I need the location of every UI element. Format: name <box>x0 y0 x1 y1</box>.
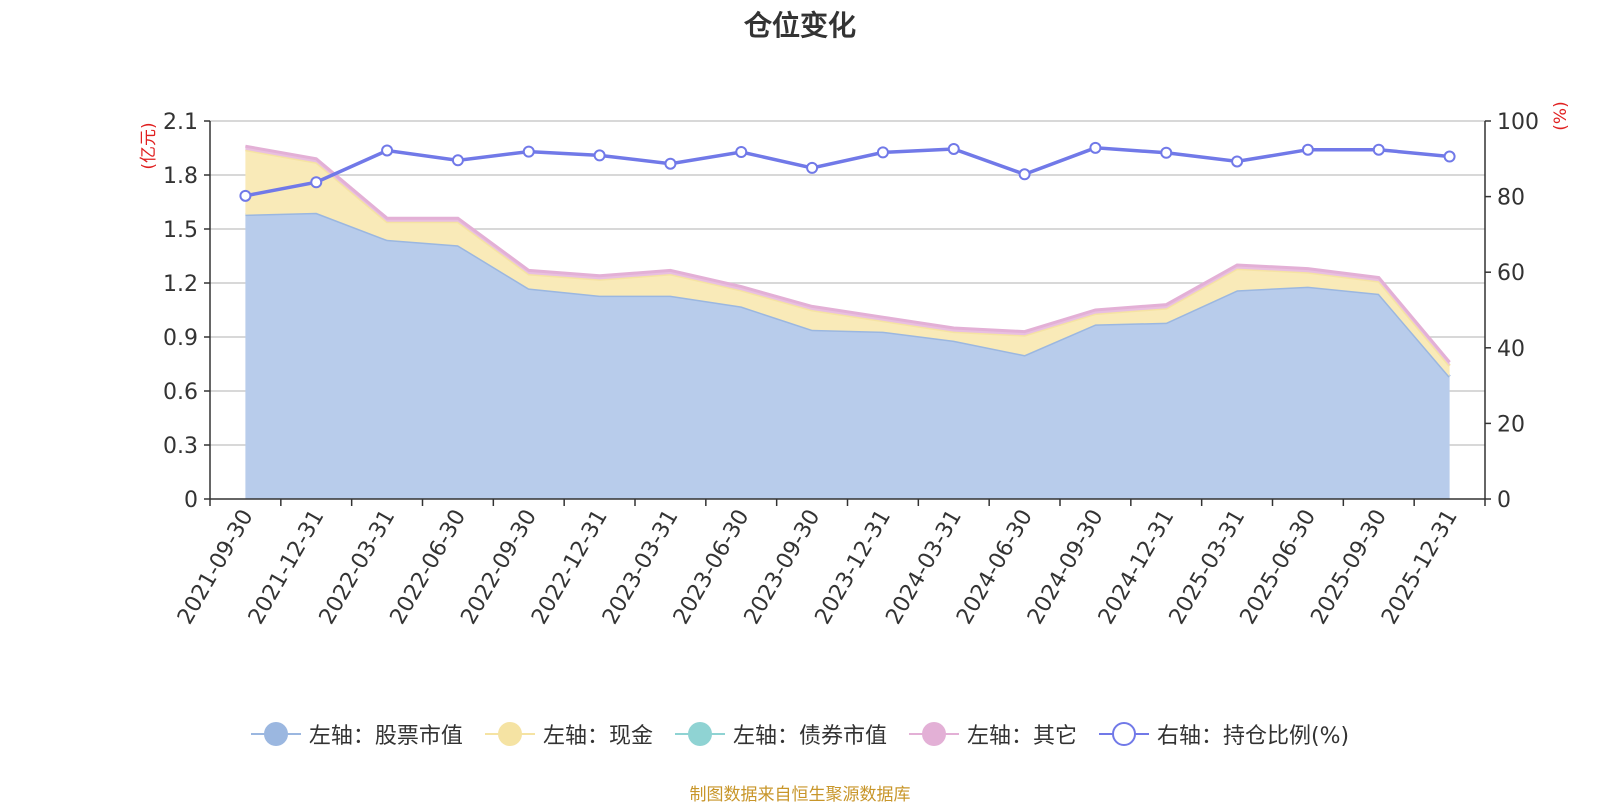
legend-label: 左轴：其它 <box>966 724 1077 749</box>
chart-title: 仓位变化 <box>743 9 856 42</box>
legend-swatch <box>1098 721 1149 747</box>
area-左轴：股票市值 <box>245 212 1450 500</box>
left-tick-label: 0.9 <box>163 326 198 351</box>
legend-item[interactable]: 左轴：股票市值 <box>250 718 463 750</box>
point-holding-ratio <box>1018 168 1031 181</box>
x-tick-label: 2025-12-31 <box>1377 506 1463 629</box>
line-左轴：其它 <box>245 144 1451 364</box>
legend-item[interactable]: 右轴：持仓比例(%) <box>1098 718 1350 750</box>
right-tick-label: 0 <box>1497 488 1511 513</box>
point-holding-ratio <box>522 145 535 158</box>
point-holding-ratio <box>1089 141 1102 154</box>
x-tick-label: 2022-12-31 <box>527 506 613 629</box>
x-tick-label: 2022-06-30 <box>386 506 472 629</box>
point-holding-ratio <box>381 144 394 157</box>
legend: 左轴：股票市值 左轴：现金 左轴：债券市值 左轴：其它 右轴：持仓比例(%) <box>0 718 1600 750</box>
point-holding-ratio <box>1372 143 1385 156</box>
point-holding-ratio <box>876 146 889 159</box>
left-tick-label: 1.8 <box>163 164 198 189</box>
legend-item[interactable]: 左轴：现金 <box>484 718 653 750</box>
point-holding-ratio <box>451 154 464 167</box>
legend-swatch <box>908 721 959 747</box>
left-tick-label: 1.5 <box>163 218 198 243</box>
point-holding-ratio <box>1231 155 1244 168</box>
legend-label: 左轴：股票市值 <box>308 724 463 749</box>
x-tick-label: 2021-12-31 <box>244 506 330 629</box>
right-axis-unit-label: (%) <box>1551 101 1571 130</box>
x-tick-label: 2024-12-31 <box>1094 506 1180 629</box>
point-holding-ratio <box>239 189 252 202</box>
x-tick-label: 2025-03-31 <box>1165 506 1251 629</box>
legend-label: 左轴：债券市值 <box>732 724 887 749</box>
right-tick-label: 100 <box>1497 110 1539 135</box>
right-tick-label: 40 <box>1497 337 1525 362</box>
right-tick-label: 20 <box>1497 412 1525 437</box>
point-holding-ratio <box>664 157 677 170</box>
point-holding-ratio <box>947 142 960 155</box>
x-tick-label: 2022-09-30 <box>456 506 542 629</box>
right-tick-label: 80 <box>1497 186 1525 211</box>
legend-item[interactable]: 左轴：其它 <box>908 718 1077 750</box>
source-note: 制图数据来自恒生聚源数据库 <box>689 785 911 805</box>
point-holding-ratio <box>806 161 819 174</box>
x-tick-label: 2024-03-31 <box>881 506 967 629</box>
legend-label: 左轴：现金 <box>542 724 653 749</box>
legend-swatch <box>250 721 301 747</box>
x-tick-label: 2023-12-31 <box>811 506 897 629</box>
left-tick-label: 1.2 <box>163 272 198 297</box>
point-holding-ratio <box>1160 146 1173 159</box>
line-holding-ratio <box>245 146 1450 198</box>
x-tick-label: 2023-09-30 <box>740 506 826 629</box>
legend-item[interactable]: 左轴：债券市值 <box>674 718 887 750</box>
legend-label: 右轴：持仓比例(%) <box>1156 724 1350 749</box>
right-tick-label: 60 <box>1497 261 1525 286</box>
legend-swatch <box>484 721 535 747</box>
left-tick-label: 0 <box>184 488 198 513</box>
x-tick-label: 2025-09-30 <box>1306 506 1392 629</box>
legend-swatch <box>674 721 725 747</box>
left-tick-label: 2.1 <box>163 110 198 135</box>
point-holding-ratio <box>735 145 748 158</box>
point-holding-ratio <box>593 149 606 162</box>
left-tick-label: 0.6 <box>163 380 198 405</box>
x-tick-label: 2021-09-30 <box>173 506 259 629</box>
x-tick-label: 2024-09-30 <box>1023 506 1109 629</box>
x-tick-label: 2025-06-30 <box>1236 506 1322 629</box>
chart-canvas: 0 0.3 0.6 0.9 1.2 1.5 1.8 2.1 0 20 40 60 80 100 (亿元) (%… <box>139 101 1571 629</box>
area-左轴：现金 <box>245 149 1450 377</box>
x-tick-label: 2022-03-31 <box>315 506 401 629</box>
left-axis-unit-label: (亿元) <box>139 122 159 169</box>
left-tick-label: 0.3 <box>163 434 198 459</box>
point-holding-ratio <box>1301 143 1314 156</box>
point-holding-ratio <box>310 176 323 189</box>
x-tick-label: 2024-06-30 <box>952 506 1038 629</box>
x-tick-label: 2023-03-31 <box>598 506 684 629</box>
point-holding-ratio <box>1443 150 1456 163</box>
x-tick-label: 2023-06-30 <box>669 506 755 629</box>
